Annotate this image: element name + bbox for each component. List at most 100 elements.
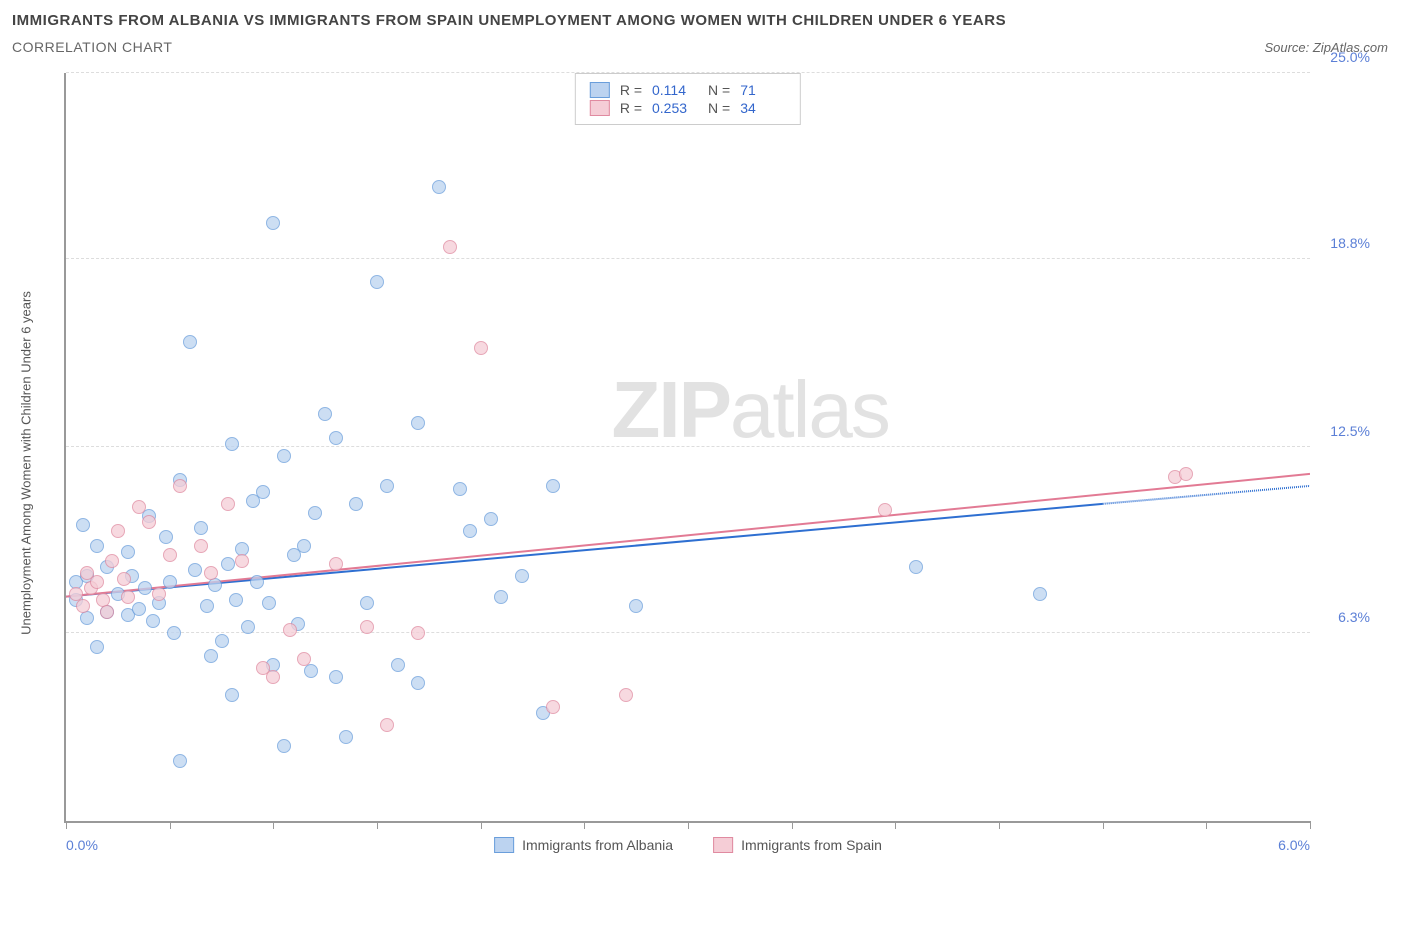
data-point-albania (159, 530, 173, 544)
data-point-spain (105, 554, 119, 568)
n-value-spain: 34 (740, 100, 786, 116)
data-point-spain (1179, 467, 1193, 481)
data-point-spain (235, 554, 249, 568)
x-tick (1103, 821, 1104, 829)
data-point-spain (221, 497, 235, 511)
swatch-spain (713, 837, 733, 853)
legend-series: Immigrants from Albania Immigrants from … (494, 837, 882, 853)
swatch-albania (590, 82, 610, 98)
data-point-albania (391, 658, 405, 672)
data-point-albania (266, 216, 280, 230)
data-point-albania (90, 640, 104, 654)
x-tick (688, 821, 689, 829)
data-point-albania (208, 578, 222, 592)
data-point-spain (546, 700, 560, 714)
x-tick (895, 821, 896, 829)
data-point-spain (619, 688, 633, 702)
x-tick (1206, 821, 1207, 829)
x-tick (999, 821, 1000, 829)
data-point-albania (277, 449, 291, 463)
data-point-albania (629, 599, 643, 613)
data-point-albania (304, 664, 318, 678)
n-value-albania: 71 (740, 82, 786, 98)
y-axis-title: Unemployment Among Women with Children U… (19, 291, 34, 635)
legend-label-spain: Immigrants from Spain (741, 837, 882, 853)
x-tick (66, 821, 67, 829)
y-tick-label: 6.3% (1315, 609, 1370, 625)
y-tick-label: 25.0% (1315, 49, 1370, 65)
data-point-albania (132, 602, 146, 616)
watermark-zip: ZIP (611, 365, 729, 454)
source-prefix: Source: (1264, 40, 1312, 55)
chart-frame: Unemployment Among Women with Children U… (54, 63, 1380, 863)
data-point-albania (225, 688, 239, 702)
data-point-albania (380, 479, 394, 493)
x-tick (377, 821, 378, 829)
data-point-spain (194, 539, 208, 553)
legend-stats: R = 0.114 N = 71 R = 0.253 N = 34 (575, 73, 801, 125)
data-point-albania (200, 599, 214, 613)
data-point-albania (463, 524, 477, 538)
data-point-albania (250, 575, 264, 589)
x-tick (584, 821, 585, 829)
data-point-spain (474, 341, 488, 355)
data-point-spain (142, 515, 156, 529)
watermark-atlas: atlas (730, 365, 889, 454)
data-point-albania (308, 506, 322, 520)
plot-area: R = 0.114 N = 71 R = 0.253 N = 34 ZIPatl… (64, 73, 1310, 823)
data-point-spain (152, 587, 166, 601)
y-tick-label: 18.8% (1315, 235, 1370, 251)
data-point-spain (329, 557, 343, 571)
data-point-albania (453, 482, 467, 496)
data-point-albania (411, 676, 425, 690)
data-point-albania (909, 560, 923, 574)
n-label: N = (708, 82, 730, 98)
data-point-albania (432, 180, 446, 194)
data-point-albania (121, 545, 135, 559)
x-tick (170, 821, 171, 829)
data-point-spain (100, 605, 114, 619)
data-point-spain (360, 620, 374, 634)
n-label: N = (708, 100, 730, 116)
data-point-spain (266, 670, 280, 684)
data-point-albania (349, 497, 363, 511)
legend-item-albania: Immigrants from Albania (494, 837, 673, 853)
data-point-albania (215, 634, 229, 648)
r-value-spain: 0.253 (652, 100, 698, 116)
r-value-albania: 0.114 (652, 82, 698, 98)
x-tick (481, 821, 482, 829)
data-point-albania (1033, 587, 1047, 601)
x-tick (1310, 821, 1311, 829)
data-point-spain (380, 718, 394, 732)
data-point-albania (194, 521, 208, 535)
legend-stats-row-albania: R = 0.114 N = 71 (590, 82, 786, 98)
x-tick (273, 821, 274, 829)
trend-lines (66, 73, 1310, 821)
data-point-albania (76, 518, 90, 532)
data-point-albania (146, 614, 160, 628)
data-point-albania (339, 730, 353, 744)
r-label: R = (620, 100, 642, 116)
data-point-albania (494, 590, 508, 604)
data-point-albania (90, 539, 104, 553)
data-point-spain (90, 575, 104, 589)
data-point-albania (225, 437, 239, 451)
data-point-albania (484, 512, 498, 526)
data-point-spain (132, 500, 146, 514)
data-point-spain (163, 548, 177, 562)
data-point-spain (411, 626, 425, 640)
data-point-albania (318, 407, 332, 421)
data-point-albania (173, 754, 187, 768)
data-point-albania (204, 649, 218, 663)
data-point-albania (329, 670, 343, 684)
data-point-albania (138, 581, 152, 595)
data-point-spain (121, 590, 135, 604)
data-point-albania (163, 575, 177, 589)
legend-stats-row-spain: R = 0.253 N = 34 (590, 100, 786, 116)
data-point-spain (297, 652, 311, 666)
data-point-albania (370, 275, 384, 289)
chart-title: IMMIGRANTS FROM ALBANIA VS IMMIGRANTS FR… (12, 12, 1388, 29)
data-point-albania (229, 593, 243, 607)
data-point-spain (117, 572, 131, 586)
x-axis-label: 0.0% (66, 837, 98, 853)
